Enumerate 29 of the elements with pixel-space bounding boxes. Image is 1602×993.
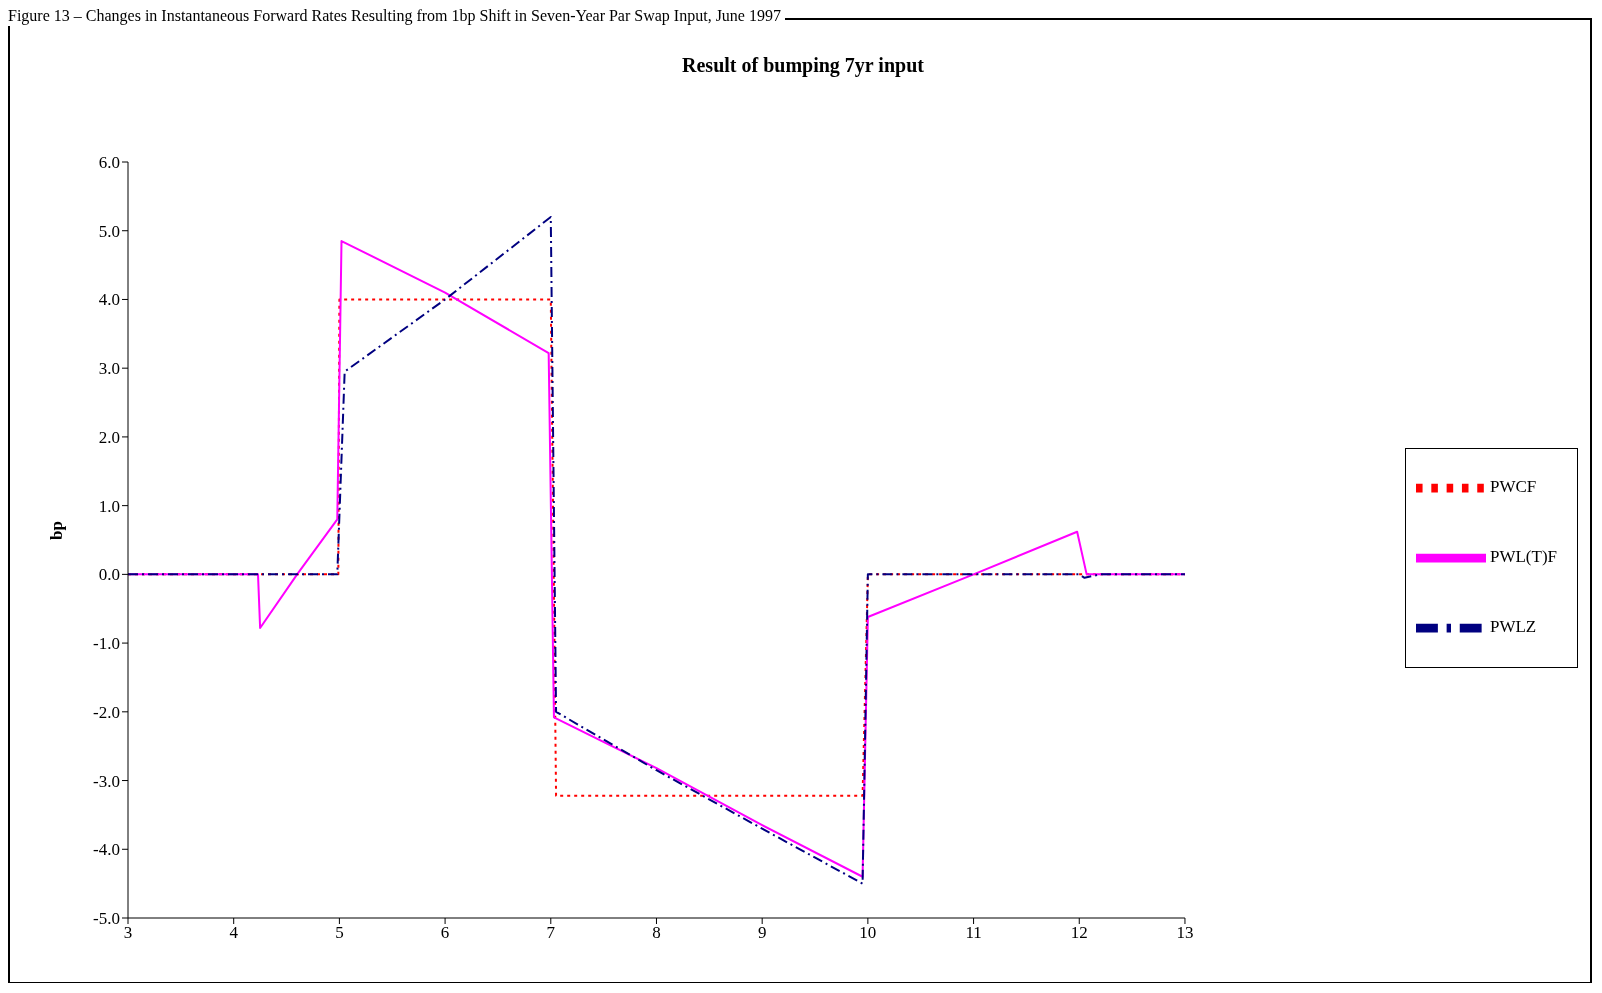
legend-label: PWL(T)F <box>1489 546 1557 566</box>
x-tick-label: 10 <box>859 923 877 943</box>
x-tick-label: 7 <box>546 923 556 943</box>
y-tick-label: 1.0 <box>98 496 120 516</box>
y-tick-label: -2.0 <box>93 702 120 722</box>
y-tick-label: 6.0 <box>98 153 120 173</box>
y-tick-label: 4.0 <box>98 290 120 310</box>
x-tick-label: 4 <box>229 923 239 943</box>
x-tick-label: 12 <box>1070 923 1088 943</box>
caption: Figure 13 – Changes in Instantaneous Forward Rates Resulting from 1bp Shift in Seven-Year Par Swap Input, June 1997 <box>8 6 785 26</box>
x-tick-label: 3 <box>123 923 133 943</box>
x-tick-label: 8 <box>652 923 661 943</box>
chart-title: Result of bumping 7yr input <box>681 54 925 77</box>
y-tick-label: -4.0 <box>93 840 120 860</box>
x-tick-label: 13 <box>1176 923 1194 943</box>
x-tick-label: 11 <box>965 923 982 943</box>
y-tick-label: 0.0 <box>98 565 120 585</box>
x-tick-label: 6 <box>440 923 450 943</box>
y-tick-label: 2.0 <box>98 427 120 447</box>
y-tick-label: -3.0 <box>93 771 120 791</box>
y-tick-label: -1.0 <box>93 634 120 654</box>
x-tick-label: 5 <box>335 923 344 943</box>
y-tick-label: -5.0 <box>93 909 120 929</box>
x-tick-label: 9 <box>757 923 767 943</box>
y-tick-label: 5.0 <box>98 221 120 241</box>
y-axis-title: bp <box>47 521 67 540</box>
legend-label: PWLZ <box>1489 616 1537 636</box>
y-tick-label: 3.0 <box>98 359 120 379</box>
legend-label: PWCF <box>1489 476 1537 496</box>
